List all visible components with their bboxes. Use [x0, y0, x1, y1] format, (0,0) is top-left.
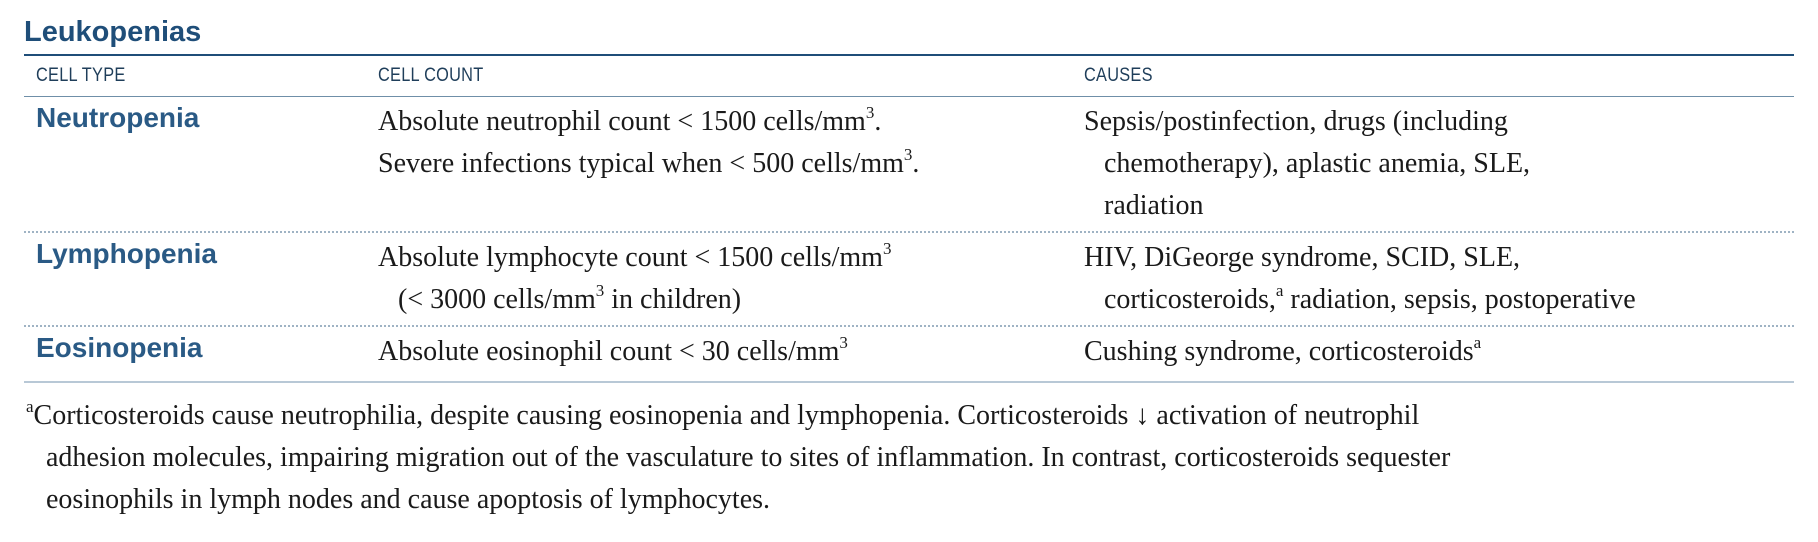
footnote-line: eosinophils in lymph nodes and cause apo… — [46, 484, 771, 515]
header-cell-type: CELL TYPE — [36, 65, 126, 86]
cause-line: corticosteroids,a radiation, sepsis, pos… — [1104, 281, 1636, 315]
footnote-line: aCorticosteroids cause neutrophilia, des… — [26, 397, 1420, 431]
table-title: Leukopenias — [24, 14, 1794, 56]
causes: Sepsis/postinfection, drugs (including c… — [1084, 97, 1794, 227]
count-line: Absolute eosinophil count < 30 cells/mm3 — [378, 333, 848, 367]
cause-line: radiation — [1104, 190, 1204, 221]
causes: HIV, DiGeorge syndrome, SCID, SLE, corti… — [1084, 233, 1794, 321]
cause-line: chemotherapy), aplastic anemia, SLE, — [1104, 148, 1531, 179]
cell-count: Absolute lymphocyte count < 1500 cells/m… — [378, 233, 1084, 321]
table-header: CELL TYPE CELL COUNT CAUSES — [24, 56, 1794, 97]
count-line: Absolute lymphocyte count < 1500 cells/m… — [378, 239, 892, 273]
footnote-line: adhesion molecules, impairing migration … — [46, 442, 1451, 473]
table-row: Lymphopenia Absolute lymphocyte count < … — [24, 233, 1794, 327]
table-footnote: aCorticosteroids cause neutrophilia, des… — [24, 383, 1794, 521]
cell-count: Absolute neutrophil count < 1500 cells/m… — [378, 97, 1084, 185]
header-causes: CAUSES — [1084, 65, 1153, 86]
cause-line: Cushing syndrome, corticosteroidsa — [1084, 333, 1482, 367]
cell-type: Neutropenia — [36, 102, 200, 133]
cell-type: Eosinopenia — [36, 332, 203, 363]
count-line: Absolute neutrophil count < 1500 cells/m… — [378, 103, 882, 137]
table-row: Neutropenia Absolute neutrophil count < … — [24, 97, 1794, 233]
header-cell-count: CELL COUNT — [378, 65, 484, 86]
cell-type: Lymphopenia — [36, 238, 217, 269]
cause-line: HIV, DiGeorge syndrome, SCID, SLE, — [1084, 242, 1521, 273]
table-row: Eosinopenia Absolute eosinophil count < … — [24, 327, 1794, 383]
causes: Cushing syndrome, corticosteroidsa — [1084, 327, 1794, 373]
count-line: Severe infections typical when < 500 cel… — [378, 145, 920, 179]
cell-count: Absolute eosinophil count < 30 cells/mm3 — [378, 327, 1084, 373]
leukopenias-table: Leukopenias CELL TYPE CELL COUNT CAUSES … — [24, 14, 1794, 521]
count-line: (< 3000 cells/mm3 in children) — [398, 281, 742, 315]
cause-line: Sepsis/postinfection, drugs (including — [1084, 106, 1508, 137]
